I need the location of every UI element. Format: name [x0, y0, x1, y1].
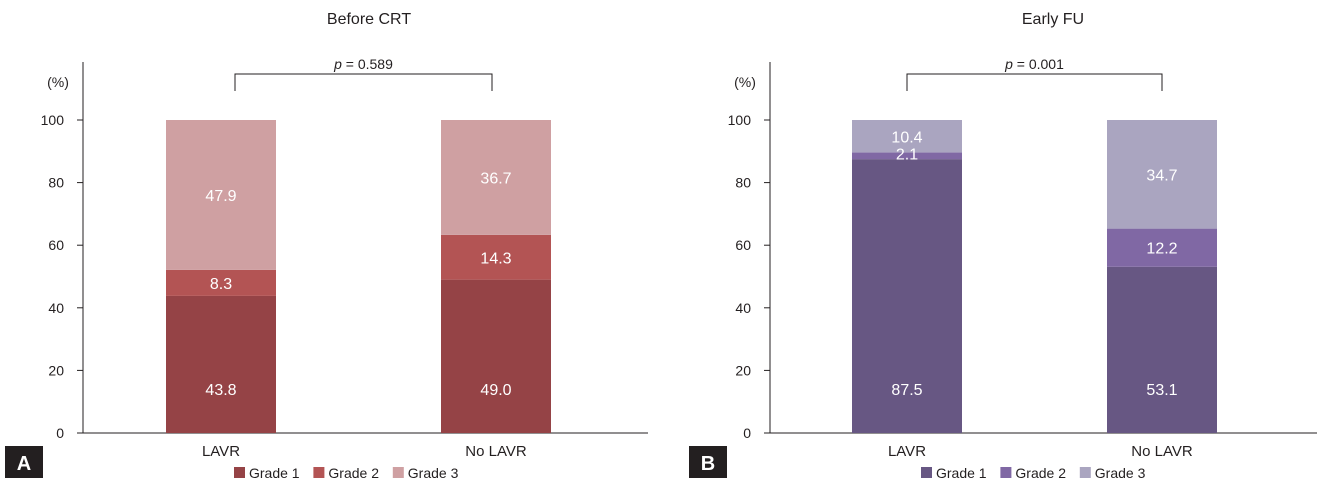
legend-entry: Grade 1	[936, 465, 987, 481]
panel-badge	[5, 446, 43, 478]
legend-entry: Grade 1	[249, 465, 300, 481]
y-tick-label: 20	[735, 362, 751, 378]
data-label: 12.2	[1146, 241, 1177, 258]
data-label: 8.3	[210, 276, 232, 293]
legend-swatch	[234, 467, 245, 478]
chart-panel-a: Before CRT (%) 0 20 40 60 80 100 43.8 8.3 47.9 LAVR…	[5, 11, 648, 481]
p-value-label: p = 0.001	[1004, 56, 1064, 72]
data-label: 2.1	[896, 147, 918, 164]
y-tick-label: 40	[735, 300, 751, 316]
bar-segment-no-lavr-grade-2	[441, 234, 551, 280]
data-label: 43.8	[205, 382, 236, 399]
data-label: 10.4	[891, 129, 922, 146]
y-axis-unit: (%)	[47, 74, 69, 90]
legend-entry: Grade 3	[408, 465, 459, 481]
y-tick-label: 60	[48, 237, 64, 253]
data-label: 14.3	[480, 250, 511, 267]
x-category-label: No LAVR	[465, 443, 527, 460]
panel-badge	[689, 446, 727, 478]
y-tick-label: 100	[41, 112, 65, 128]
legend-swatch	[313, 467, 325, 478]
x-category-label: No LAVR	[1131, 443, 1193, 460]
y-axis-unit: (%)	[734, 74, 756, 90]
bar-segment-lavr-grade-3	[166, 120, 276, 270]
p-value-label: p = 0.589	[333, 56, 393, 72]
data-label: 53.1	[1146, 382, 1177, 399]
legend: Grade 1 Grade 2 Grade 3	[921, 465, 1146, 481]
significance-bracket	[234, 73, 493, 91]
p-symbol: p	[1004, 56, 1013, 72]
y-tick-label: 80	[735, 175, 751, 191]
legend-entry: Grade 2	[328, 465, 379, 481]
p-value: = 0.589	[342, 56, 393, 72]
data-label: 87.5	[891, 382, 922, 399]
bar-segment-no-lavr-grade-1	[441, 279, 551, 433]
legend-swatch	[392, 467, 404, 478]
chart-panel-b: Early FU (%) 0 20 40 60 80 100 87.5 2.110.4 LAVR 53…	[689, 11, 1317, 481]
legend-entry: Grade 2	[1015, 465, 1066, 481]
y-tick-label: 100	[728, 112, 752, 128]
legend: Grade 1 Grade 2 Grade 3	[234, 465, 459, 481]
significance-bracket	[906, 73, 1163, 91]
legend-entry: Grade 3	[1095, 465, 1146, 481]
y-tick-label: 60	[735, 237, 751, 253]
bar-segment-lavr-grade-2	[852, 152, 962, 160]
bar-segment-lavr-grade-1	[166, 295, 276, 433]
chart-title: Before CRT	[327, 11, 411, 28]
bar-segment-lavr-grade-2	[166, 269, 276, 296]
legend-swatch	[1000, 467, 1012, 478]
x-category-label: LAVR	[202, 443, 240, 460]
bar-segment-no-lavr-grade-2	[1107, 228, 1217, 267]
chart-title: Early FU	[1022, 11, 1084, 28]
y-tick-label: 40	[48, 300, 64, 316]
panel-letter: B	[701, 453, 715, 475]
bar-segment-lavr-grade-3	[852, 120, 962, 153]
data-label: 47.9	[205, 188, 236, 205]
panel-letter: A	[17, 453, 31, 475]
x-category-label: LAVR	[888, 443, 926, 460]
p-symbol: p	[333, 56, 342, 72]
bar-segment-no-lavr-grade-3	[1107, 120, 1217, 229]
y-tick-label: 80	[48, 175, 64, 191]
bar-segment-no-lavr-grade-1	[1107, 266, 1217, 433]
legend-swatch	[1079, 467, 1091, 478]
data-label: 49.0	[480, 382, 511, 399]
data-label: 34.7	[1146, 167, 1177, 184]
y-tick-label: 20	[48, 362, 64, 378]
legend-swatch	[921, 467, 932, 478]
bar-segment-no-lavr-grade-3	[441, 120, 551, 235]
y-tick-label: 0	[56, 425, 64, 441]
data-label: 36.7	[480, 170, 511, 187]
y-tick-label: 0	[743, 425, 751, 441]
p-value: = 0.001	[1013, 56, 1064, 72]
bar-segment-lavr-grade-1	[852, 159, 962, 433]
